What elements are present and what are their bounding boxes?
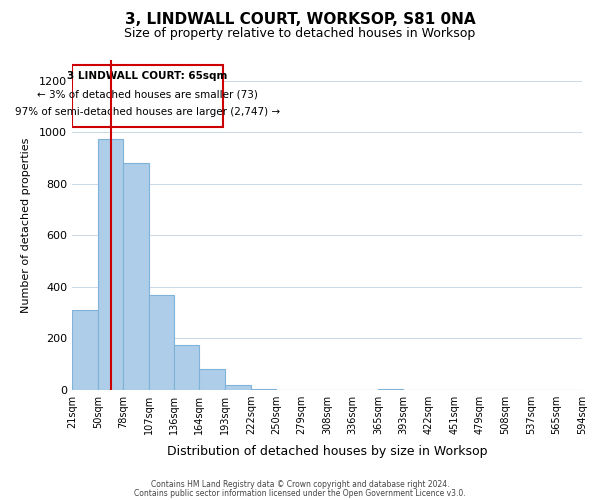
Text: 97% of semi-detached houses are larger (2,747) →: 97% of semi-detached houses are larger (… <box>15 106 280 117</box>
Bar <box>98 138 123 390</box>
Bar <box>199 370 225 390</box>
X-axis label: Distribution of detached houses by size in Worksop: Distribution of detached houses by size … <box>167 446 487 458</box>
Bar <box>149 294 175 390</box>
Bar <box>378 388 403 390</box>
Bar <box>175 345 199 390</box>
Y-axis label: Number of detached properties: Number of detached properties <box>20 138 31 312</box>
Bar <box>123 163 149 390</box>
Bar <box>71 65 223 127</box>
Bar <box>225 385 251 390</box>
Bar <box>72 310 98 390</box>
Text: Contains HM Land Registry data © Crown copyright and database right 2024.: Contains HM Land Registry data © Crown c… <box>151 480 449 489</box>
Text: ← 3% of detached houses are smaller (73): ← 3% of detached houses are smaller (73) <box>37 90 258 100</box>
Text: Contains public sector information licensed under the Open Government Licence v3: Contains public sector information licen… <box>134 488 466 498</box>
Text: 3 LINDWALL COURT: 65sqm: 3 LINDWALL COURT: 65sqm <box>67 71 227 81</box>
Bar <box>251 388 276 390</box>
Text: Size of property relative to detached houses in Worksop: Size of property relative to detached ho… <box>124 28 476 40</box>
Text: 3, LINDWALL COURT, WORKSOP, S81 0NA: 3, LINDWALL COURT, WORKSOP, S81 0NA <box>125 12 475 28</box>
